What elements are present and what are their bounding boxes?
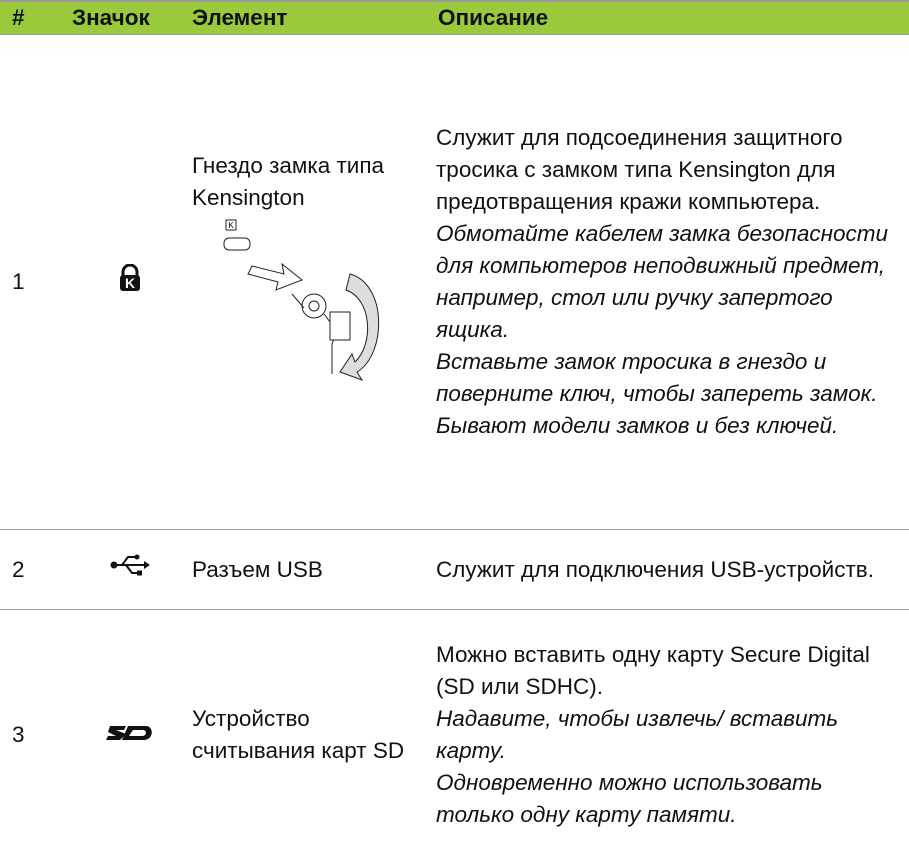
- note: Одновременно можно использовать только о…: [436, 770, 823, 828]
- header-cell: Описание: [434, 0, 909, 35]
- row: 1 K Гнездо замка типа Kensington K: [0, 34, 909, 530]
- sd-icon: [106, 726, 152, 741]
- note: Обмотайте кабелем замка безопасности для…: [436, 221, 889, 342]
- description-cell: Служит для подсоединения защитного троси…: [434, 34, 909, 530]
- element-name: Устройство считывания карт SD: [188, 609, 434, 861]
- description: Служит для подключения USB-устройств.: [436, 556, 875, 582]
- element-name: Гнездо замка типа Kensington: [192, 153, 385, 210]
- header-cell: #: [0, 0, 68, 35]
- number: 2: [0, 529, 68, 610]
- header-cell: Элемент: [188, 0, 434, 35]
- description-cell: Служит для подключения USB-устройств.: [434, 529, 909, 610]
- number: 3: [0, 609, 68, 861]
- kensington-illustration: K: [223, 219, 380, 381]
- element-cell: Гнездо замка типа Kensington K: [188, 34, 434, 530]
- number: 1: [0, 34, 68, 530]
- description-cell: Можно вставить одну карту Secure Digital…: [434, 609, 909, 861]
- note: Вставьте замок тросика в гнездо и поверн…: [436, 349, 878, 406]
- svg-text:K: K: [125, 275, 135, 291]
- svg-text:K: K: [228, 221, 234, 230]
- element-name: Разъем USB: [188, 529, 434, 610]
- note: Надавите, чтобы извлечь/ вставить карту.: [436, 706, 839, 764]
- header-cell: Значок: [68, 0, 188, 35]
- lock-icon: K: [120, 263, 140, 291]
- row: 3 Устройство считывания карт SD Можно вс…: [0, 609, 909, 861]
- icon-cell: [68, 609, 188, 861]
- note: Бывают модели замков и без ключей.: [436, 413, 839, 438]
- row: 2 Разъем USB Служит для подключения USB-…: [0, 529, 909, 610]
- description: Служит для подсоединения защитного троси…: [436, 125, 843, 214]
- header-row: # Значок Элемент Описание: [0, 0, 909, 35]
- usb-icon: [110, 554, 150, 576]
- icon-cell: K: [68, 34, 188, 530]
- description: Можно вставить одну карту Secure Digital…: [436, 642, 870, 700]
- icon-cell: [68, 529, 188, 610]
